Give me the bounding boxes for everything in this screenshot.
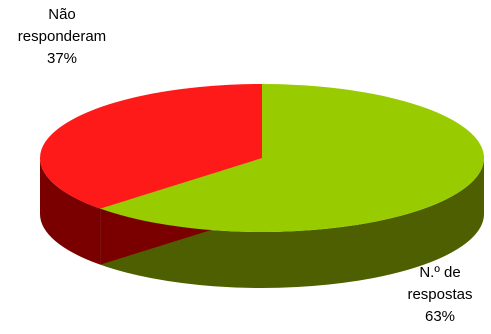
label-line: responderam xyxy=(17,28,107,45)
label-respostas: N.º de respostas 63% xyxy=(392,262,488,328)
label-line: respostas xyxy=(407,286,473,303)
pie-slice-0 xyxy=(100,84,484,233)
pie-slice-side-0 xyxy=(100,158,485,289)
label-nao-responderam: Não responderam 37% xyxy=(0,4,124,70)
label-percent: 37% xyxy=(46,50,78,67)
label-line: N.º de xyxy=(419,264,461,281)
label-line: Não xyxy=(48,6,76,23)
pie-slice-1 xyxy=(39,83,262,209)
pie-slice-side-1 xyxy=(40,158,101,265)
label-percent: 63% xyxy=(424,308,456,325)
